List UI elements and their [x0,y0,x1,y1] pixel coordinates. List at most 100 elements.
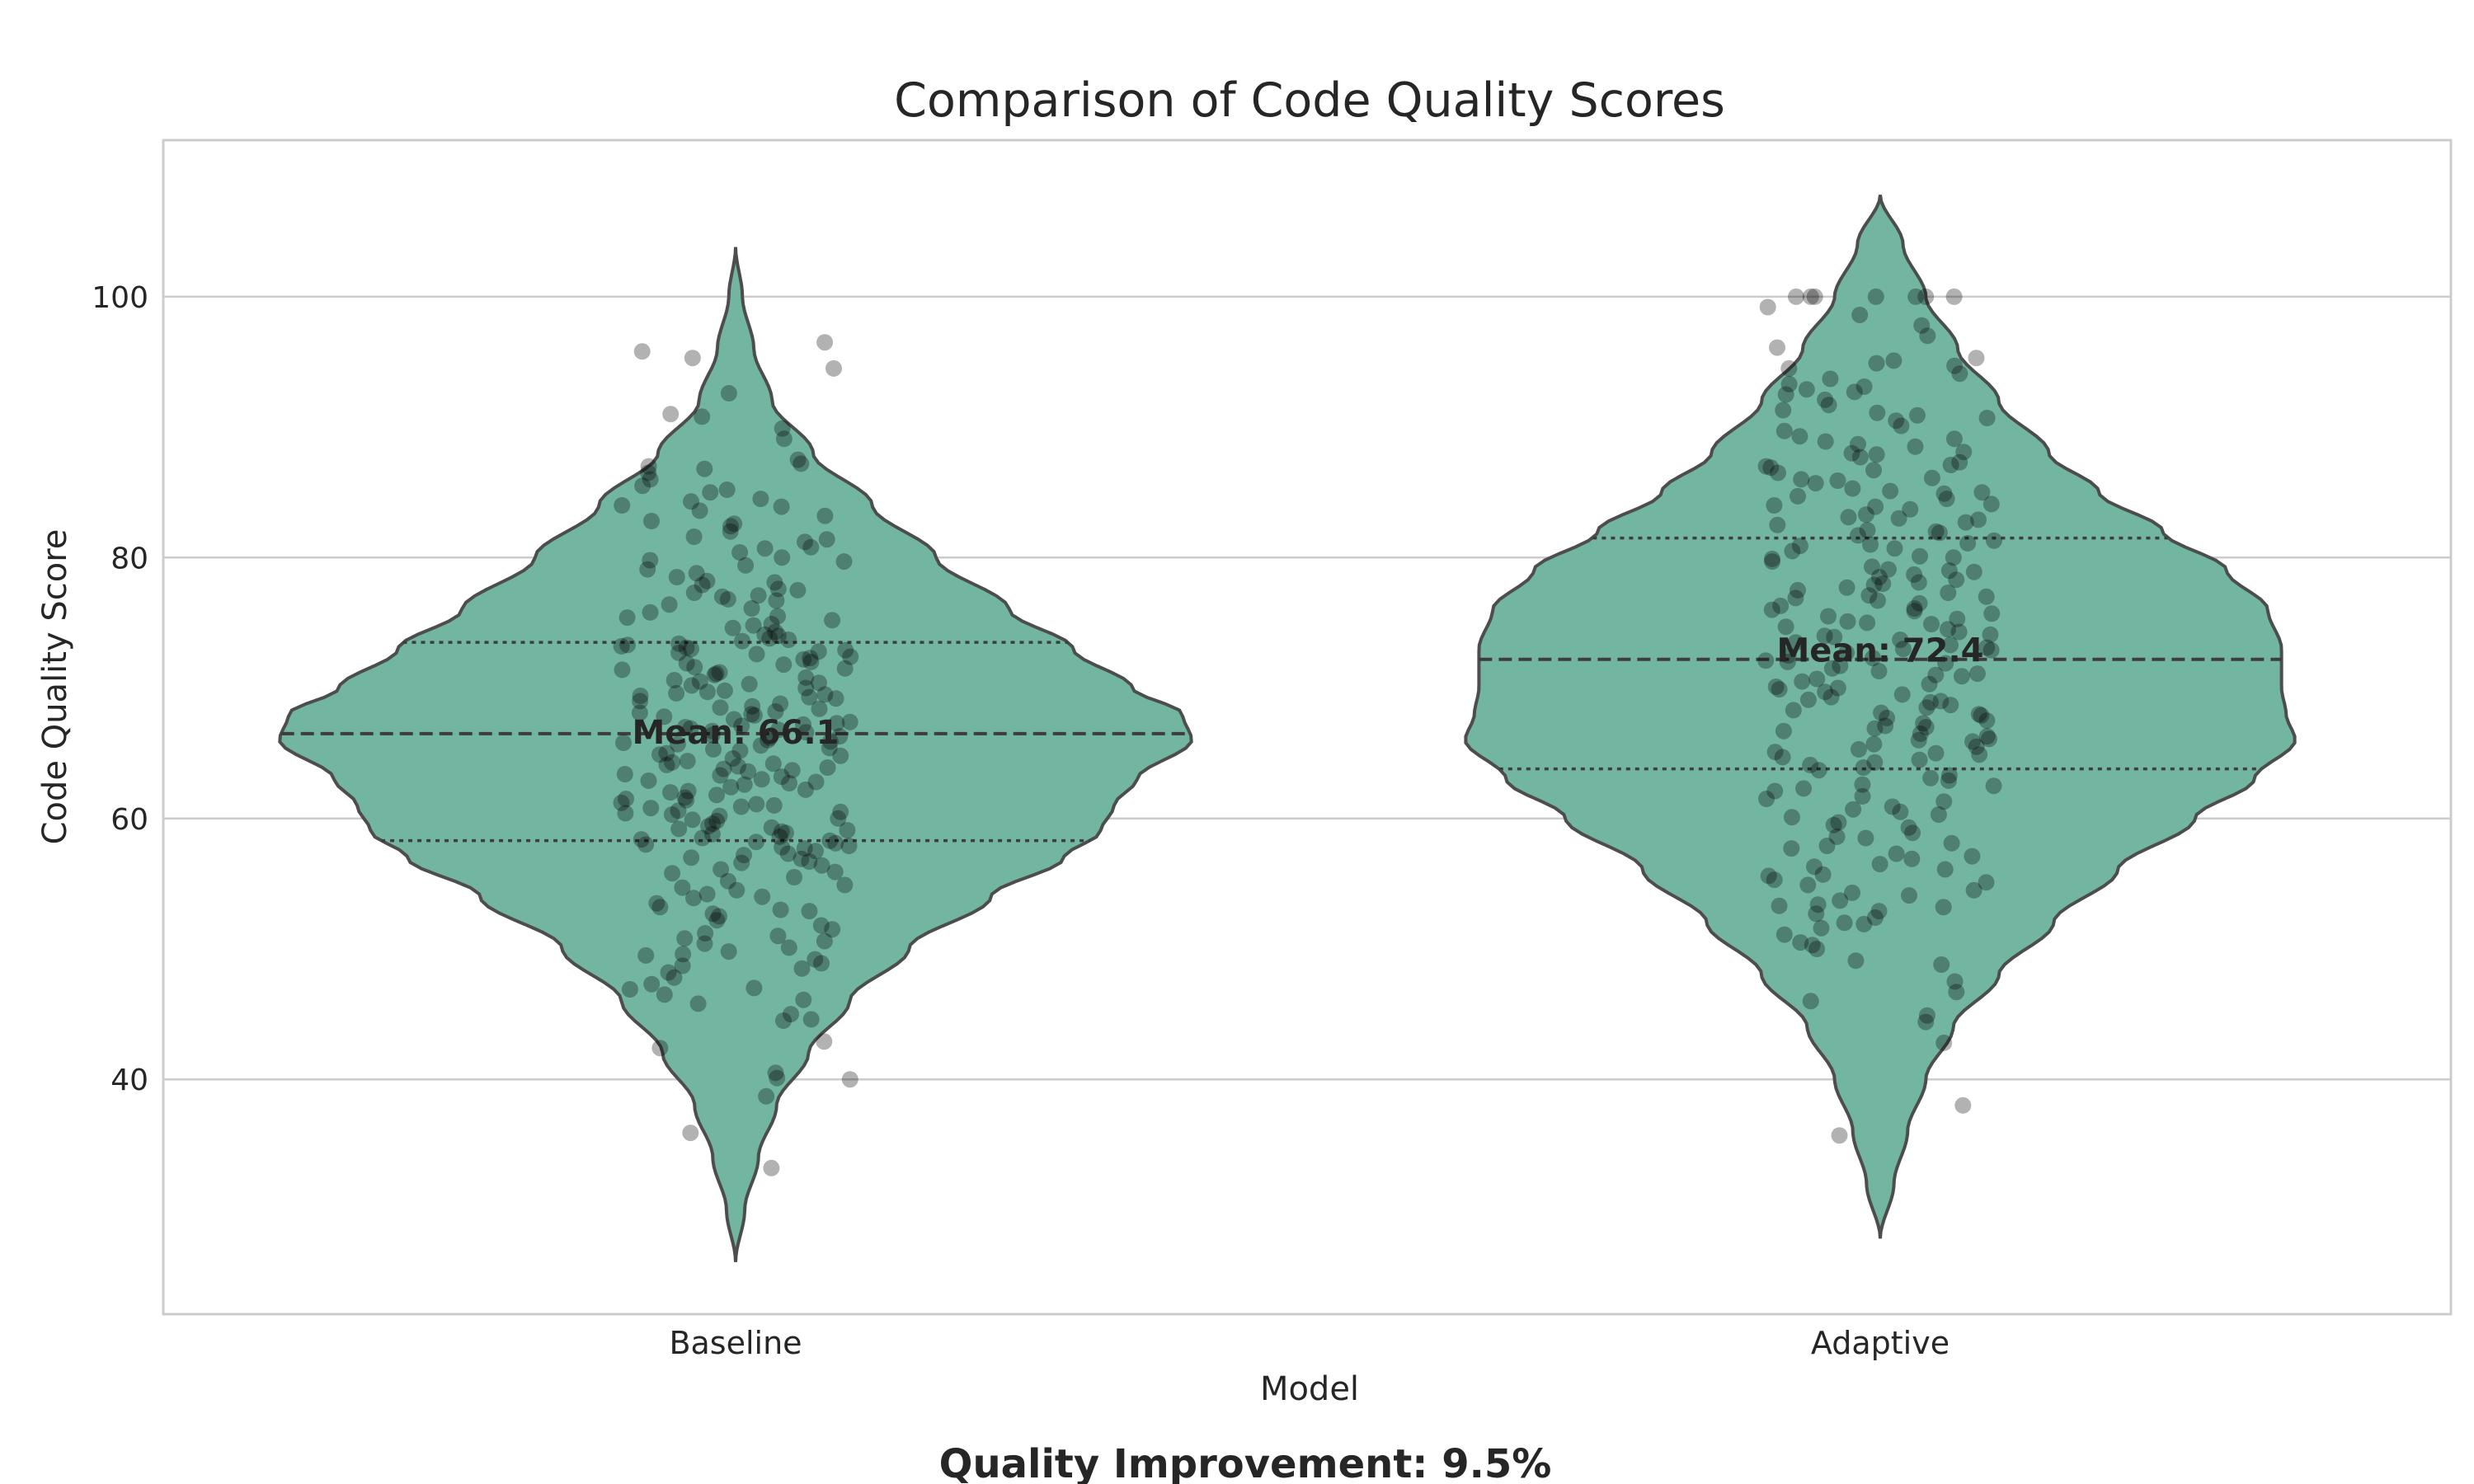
data-point [1767,679,1785,695]
data-point [1906,603,1923,620]
data-point [764,755,782,773]
data-point [802,653,820,670]
data-point [789,451,807,468]
data-point [674,957,691,974]
data-point [1826,628,1843,646]
x-axis-label: Model [1260,1370,1359,1408]
data-point [1829,679,1846,697]
data-point [696,460,713,477]
data-point [839,822,856,838]
data-point [813,857,830,874]
data-point [765,796,783,814]
data-point [734,632,750,650]
data-point [685,528,703,545]
data-point [828,715,845,732]
data-point [1945,288,1963,305]
data-point [1943,834,1960,852]
data-point [1771,897,1788,914]
data-point [1869,404,1886,421]
violin-body-baseline [278,247,1193,1262]
data-point [797,533,813,551]
data-point [1921,675,1938,693]
data-point [796,840,813,857]
data-point [691,502,708,519]
data-point [618,791,634,807]
data-point [632,688,649,704]
data-point [1942,697,1959,714]
data-point [752,737,769,754]
data-point [1865,735,1883,753]
data-point [708,812,726,829]
data-point [1867,498,1884,515]
data-point [675,946,692,963]
data-point [643,975,661,993]
data-point [795,650,812,668]
data-point [802,650,819,667]
data-point [827,690,844,707]
data-point [1983,605,2001,622]
data-point [816,507,834,524]
data-point [1953,668,1970,685]
data-point [824,612,841,629]
data-point [1935,1034,1953,1051]
data-point [1859,522,1876,539]
data-point [836,660,854,677]
data-point [1772,597,1790,614]
data-point [811,674,827,692]
data-point [743,600,760,617]
data-point [728,881,745,899]
data-point [770,627,787,645]
data-point [816,334,834,351]
data-point [1794,673,1811,690]
data-point [1855,759,1872,776]
data-point [1777,386,1794,403]
data-point [774,420,791,437]
data-point [719,872,736,890]
data-point [1959,534,1977,552]
data-point [668,684,685,702]
data-point [763,819,780,836]
data-point [1839,613,1856,630]
data-point [1893,417,1910,434]
data-point [745,707,763,724]
data-point [662,784,679,801]
data-point [684,811,701,829]
data-point [656,986,673,1003]
data-point [704,905,722,923]
data-point [841,1071,858,1088]
data-point [632,693,649,710]
data-point [754,888,771,905]
data-point [616,766,633,782]
data-point [720,943,737,960]
data-point [774,838,791,856]
data-point [614,497,631,514]
data-point [1948,571,1965,589]
data-point [1901,887,1917,904]
data-point [1913,317,1931,334]
data-point [797,669,815,686]
data-point [761,630,778,647]
data-point [741,675,758,693]
data-point [837,641,854,659]
data-point [1890,510,1907,527]
data-point [779,845,797,862]
data-point [1930,806,1947,823]
data-point [1758,791,1775,807]
data-point [702,484,719,501]
data-point [1857,829,1874,847]
data-point [1879,709,1896,726]
data-point [703,726,721,744]
point-layer [613,288,2002,1176]
data-point [1894,641,1912,658]
data-point [1859,614,1876,632]
data-point [1978,728,1996,745]
data-point [1770,464,1786,481]
data-point [1940,562,1958,580]
data-point [1783,840,1800,857]
data-point [642,552,659,569]
data-point [827,834,844,852]
data-point [1798,381,1815,398]
data-point [1791,428,1808,445]
data-point [736,847,752,864]
data-point [1802,288,1819,305]
